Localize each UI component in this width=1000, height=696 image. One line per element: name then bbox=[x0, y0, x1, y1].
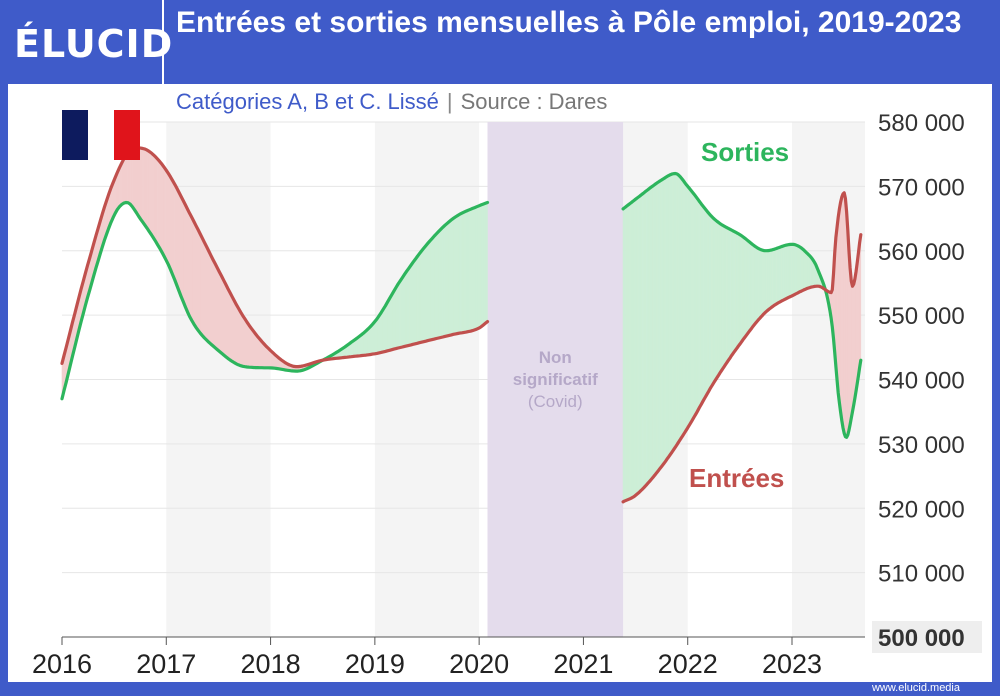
series-line-sorties bbox=[60, 200, 490, 401]
source-label: Source : Dares bbox=[460, 89, 608, 114]
covid-shaded-region bbox=[487, 122, 624, 637]
y-tick-label: 510 000 bbox=[878, 561, 965, 588]
logo-divider bbox=[162, 0, 164, 84]
y-tick-label: 560 000 bbox=[878, 239, 965, 266]
y-tick-label: 540 000 bbox=[878, 368, 965, 395]
x-tick-label: 2019 bbox=[345, 649, 405, 679]
covid-label: Non significatif (Covid) bbox=[513, 348, 598, 411]
x-axis-ticks: 2016 2017 2018 2019 2020 2021 2022 2023 bbox=[32, 636, 865, 679]
subtitle-row: Catégories A, B et C. Lissé | Source : Dar… bbox=[176, 89, 607, 115]
y-tick-label: 550 000 bbox=[878, 303, 965, 330]
difference-fill-slice bbox=[485, 202, 488, 324]
series-label-sorties: Sorties bbox=[701, 137, 789, 167]
series-line-entrees bbox=[621, 191, 863, 504]
subtitle: Catégories A, B et C. Lissé bbox=[176, 89, 439, 114]
footer-url[interactable]: www.elucid.media bbox=[871, 682, 960, 694]
y-tick-label: 580 000 bbox=[878, 110, 965, 137]
covid-label-line: (Covid) bbox=[528, 392, 583, 411]
series-lines bbox=[60, 146, 863, 504]
y-tick-label: 500 000 bbox=[878, 625, 965, 652]
baseline-label-bg bbox=[872, 621, 982, 653]
x-tick-label: 2023 bbox=[762, 649, 822, 679]
series-line-sorties bbox=[621, 171, 863, 439]
y-tick-label: 520 000 bbox=[878, 496, 965, 523]
x-tick-label: 2021 bbox=[553, 649, 613, 679]
x-tick-label: 2022 bbox=[658, 649, 718, 679]
chart-title: Entrées et sorties mensuelles à Pôle emp… bbox=[176, 6, 962, 39]
series-label-entrees: Entrées bbox=[689, 463, 784, 493]
header: ÉLUCID Entrées et sorties mensuelles à P… bbox=[0, 0, 1000, 84]
x-tick-label: 2018 bbox=[241, 649, 301, 679]
y-tick-label: 570 000 bbox=[878, 174, 965, 201]
difference-fill-slice bbox=[859, 234, 862, 366]
x-tick-label: 2020 bbox=[449, 649, 509, 679]
covid-label-line: significatif bbox=[513, 370, 598, 389]
elucid-logo[interactable]: ÉLUCID bbox=[14, 22, 174, 66]
covid-label-line: Non bbox=[539, 348, 572, 367]
y-tick-label: 530 000 bbox=[878, 432, 965, 459]
subtitle-separator: | bbox=[446, 89, 453, 114]
x-tick-label: 2017 bbox=[136, 649, 196, 679]
france-flag-icon bbox=[62, 110, 140, 160]
y-axis-ticks: 500 000 510 000 520 000 530 000 540 000 550 0… bbox=[872, 110, 982, 653]
x-tick-label: 2016 bbox=[32, 649, 92, 679]
